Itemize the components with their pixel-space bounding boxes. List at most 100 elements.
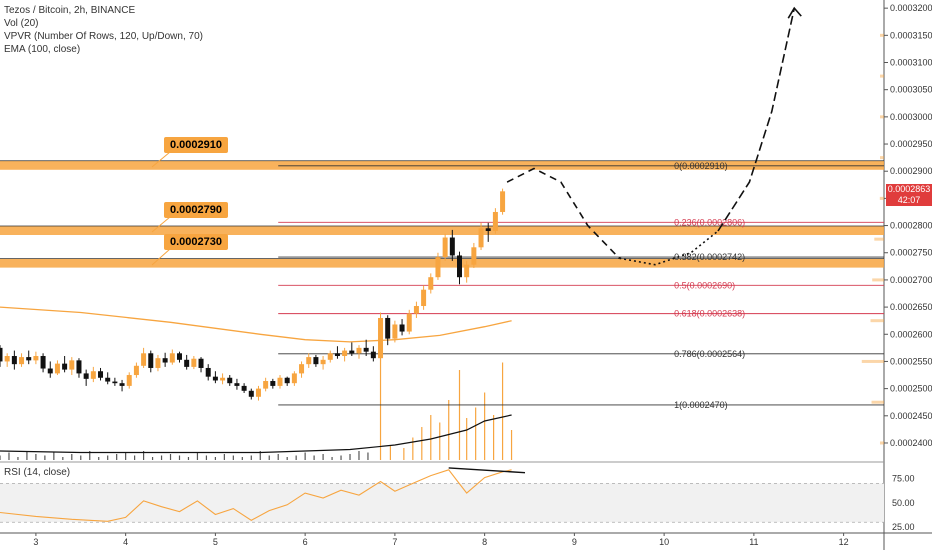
price-tick-label: 0.0002950 [890, 139, 932, 149]
candle-body [112, 381, 118, 384]
zone-tag-0002730[interactable]: 0.0002730 [164, 234, 228, 250]
candle-body [413, 306, 419, 314]
rsi-line [0, 469, 512, 522]
candle-body [457, 255, 463, 278]
candle-body [62, 363, 68, 370]
candle-body [263, 381, 269, 389]
volume-ma-line [0, 414, 512, 454]
candle-body [198, 358, 204, 368]
price-tick-label: 0.0003000 [890, 112, 932, 122]
candle-body [327, 353, 333, 360]
tag-connector [151, 216, 171, 233]
fib-level-label: 0.382(0.0002742) [674, 252, 745, 262]
candle-body [500, 191, 506, 212]
candle-body [449, 237, 455, 256]
zone-tag-0002790[interactable]: 0.0002790 [164, 202, 228, 218]
candle-body [334, 353, 340, 357]
rsi-tick-label: 75.00 [892, 474, 915, 484]
price-tick-label: 0.0002750 [890, 248, 932, 258]
candle-body [19, 357, 25, 365]
price-tick-label: 0.0003050 [890, 85, 932, 95]
candle-body [464, 264, 470, 278]
time-tick-label: 8 [482, 537, 487, 547]
price-tick-label: 0.0003150 [890, 30, 932, 40]
candle-body [406, 313, 412, 332]
candle-body [47, 368, 53, 374]
candle-body [119, 383, 125, 386]
tag-connector [151, 151, 171, 168]
candle-body [227, 377, 233, 384]
price-tick-label: 0.0003100 [890, 58, 932, 68]
price-tick-label: 0.0002400 [890, 438, 932, 448]
rsi-tick-label: 50.00 [892, 498, 915, 508]
price-tick-label: 0.0002450 [890, 411, 932, 421]
fib-level-label: 0.236(0.0002806) [674, 217, 745, 227]
candle-body [176, 353, 182, 360]
candle-body [141, 353, 147, 366]
fib-level-label: 0.786(0.0002564) [674, 349, 745, 359]
zone-band [0, 226, 884, 235]
candle-body [471, 247, 477, 265]
candle-body [248, 390, 254, 397]
candle-body [69, 360, 75, 370]
candle-body [299, 364, 305, 374]
fib-level-label: 1(0.0002470) [674, 400, 728, 410]
candle-countdown: 42:07 [897, 195, 921, 205]
candle-body [162, 358, 168, 363]
indicator-vpvr: VPVR (Number Of Rows, 120, Up/Down, 70) [4, 31, 203, 42]
current-price-value: 0.0002863 [887, 184, 931, 194]
vpvr-bar [871, 400, 884, 404]
vpvr-bar [879, 156, 884, 160]
candle-body [255, 388, 261, 397]
candle-body [306, 357, 312, 365]
candle-body [11, 356, 17, 365]
time-tick-label: 10 [659, 537, 669, 547]
candle-body [169, 353, 175, 363]
zone-tag-0002910[interactable]: 0.0002910 [164, 137, 228, 153]
candle-body [98, 371, 104, 378]
rsi-tick-label: 25.00 [892, 522, 915, 532]
projection-up [717, 8, 796, 232]
candle-body [370, 351, 376, 359]
candle-body [363, 347, 369, 352]
price-tick-label: 0.0003200 [890, 3, 932, 13]
candle-body [54, 363, 60, 374]
vpvr-bar [870, 319, 884, 323]
time-tick-label: 5 [213, 537, 218, 547]
candle-body [270, 381, 276, 386]
tag-connector [151, 248, 171, 266]
candle-body [277, 377, 283, 386]
price-tick-label: 0.0002500 [890, 384, 932, 394]
candle-body [133, 365, 139, 376]
candle-body [220, 377, 226, 381]
time-tick-label: 12 [839, 537, 849, 547]
candle-body [205, 367, 211, 377]
candle-body [26, 357, 32, 361]
vpvr-bar [879, 441, 884, 445]
price-tick-label: 0.0002650 [890, 302, 932, 312]
candle-body [435, 257, 441, 278]
candle-body [320, 359, 326, 365]
candle-body [90, 371, 96, 379]
ema-100-line [0, 306, 512, 343]
chart-title: Tezos / Bitcoin, 2h, BINANCE [4, 5, 136, 16]
candle-body [148, 353, 154, 368]
time-tick-label: 9 [572, 537, 577, 547]
fib-level-label: 0.5(0.0002690) [674, 280, 735, 290]
candle-body [478, 228, 484, 248]
candle-body [4, 356, 10, 362]
vpvr-bar [880, 115, 884, 119]
fib-level-label: 0.618(0.0002638) [674, 309, 745, 319]
indicator-ema: EMA (100, close) [4, 44, 81, 55]
fib-level-label: 0(0.0002910) [674, 161, 728, 171]
candle-body [184, 359, 190, 367]
candle-body [105, 377, 111, 382]
candle-body [313, 357, 319, 365]
rsi-divergence-line [448, 467, 526, 474]
candle-body [191, 358, 197, 367]
time-tick-label: 4 [123, 537, 128, 547]
candle-body [378, 317, 384, 359]
candle-body [241, 385, 247, 391]
vpvr-bar [880, 74, 884, 78]
